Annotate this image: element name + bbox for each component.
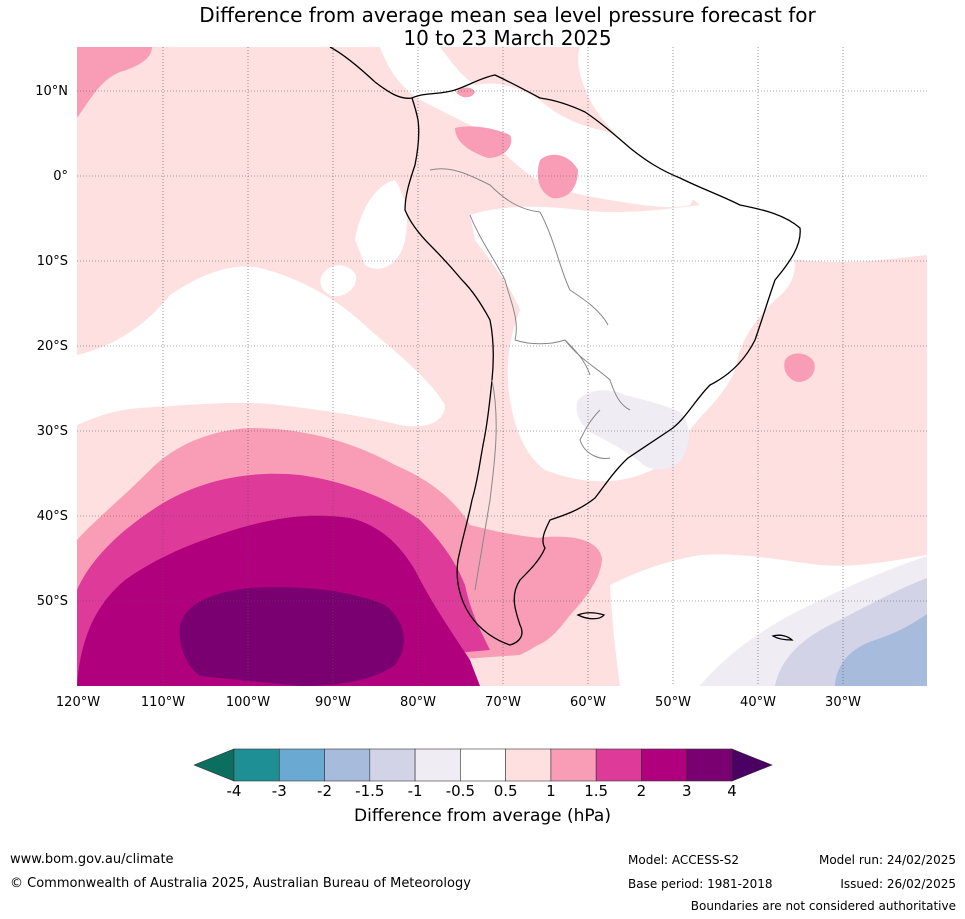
colorbar-tick-label: -1	[407, 782, 423, 800]
lon-label-60w: 60°W	[570, 695, 606, 710]
longitude-labels: 120°W 110°W 100°W 90°W 80°W 70°W 60°W 50…	[56, 695, 861, 710]
positive-anomaly-venezuela	[456, 87, 475, 98]
footer-model: Model: ACCESS-S2	[628, 853, 740, 867]
colorbar-tick-label: 2	[636, 782, 647, 800]
negative-anomaly-uruguay	[576, 390, 689, 470]
neutral-pacific-region	[77, 266, 445, 427]
lat-label-10n: 10°N	[35, 84, 68, 99]
footer-copyright: © Commonwealth of Australia 2025, Austra…	[10, 876, 471, 891]
neutral-atlantic-north	[578, 47, 927, 262]
negative-anomaly-southeast-strong	[835, 614, 927, 686]
positive-anomaly-patagonia	[480, 536, 602, 648]
falklands-coastline	[576, 612, 606, 620]
colorbar-segment	[595, 748, 642, 782]
colorbar-tick-label: 4	[727, 782, 737, 800]
colorbar-segment	[369, 748, 416, 782]
positive-anomaly-amazon	[537, 154, 578, 199]
colorbar-high-extend	[731, 748, 773, 782]
positive-anomaly-south-pacific-4	[179, 587, 404, 686]
colorbar-low-extend	[193, 748, 235, 782]
colorbar-tick-label: -2	[317, 782, 333, 800]
map-panel: 10°N 0° 10°S 20°S 30°S 40°S 50°S 120°W 1…	[35, 47, 927, 710]
colorbar-tick-label: 0.5	[493, 782, 518, 800]
lon-label-40w: 40°W	[740, 695, 776, 710]
country-borders	[429, 168, 631, 591]
title-line-1: Difference from average mean sea level p…	[199, 3, 816, 27]
graticule	[77, 47, 927, 686]
colorbar-segment	[233, 748, 280, 782]
colorbar	[193, 748, 773, 782]
south-america-coastline	[404, 74, 801, 646]
positive-anomaly-atlantic-spot	[784, 353, 815, 382]
colorbar-segment	[460, 748, 506, 782]
colorbar-segment	[414, 748, 461, 782]
neutral-caribbean-region	[380, 47, 694, 208]
colorbar-tick-label: 3	[681, 782, 692, 800]
latitude-labels: 10°N 0° 10°S 20°S 30°S 40°S 50°S	[35, 84, 68, 609]
lon-label-30w: 30°W	[825, 695, 861, 710]
map-title: Difference from average mean sea level p…	[0, 4, 965, 50]
positive-anomaly-colombia	[455, 126, 512, 158]
lat-label-20s: 20°S	[37, 339, 68, 354]
central-america-coastline	[329, 47, 413, 99]
neutral-pacific-small	[320, 265, 357, 297]
colorbar-segment	[550, 748, 597, 782]
lon-label-90w: 90°W	[315, 695, 351, 710]
colorbar-segment	[641, 748, 688, 782]
lon-label-80w: 80°W	[400, 695, 436, 710]
colorbar-tick-label: -0.5	[445, 782, 475, 800]
colorbar-label: Difference from average (hPa)	[354, 806, 611, 826]
title-line-2: 10 to 23 March 2025	[403, 26, 612, 50]
colorbar-segment	[278, 748, 325, 782]
lat-label-30s: 30°S	[37, 424, 68, 439]
positive-anomaly-northwest	[77, 47, 152, 118]
colorbar-segments	[233, 748, 733, 782]
neutral-interior-southwest	[520, 328, 567, 369]
neutral-pacific-patch	[355, 180, 407, 269]
footer-issued: Issued: 26/02/2025	[840, 877, 956, 891]
colorbar-tick-label: -4	[226, 782, 242, 800]
coastlines	[329, 47, 801, 646]
colorbar-segment	[505, 748, 552, 782]
lat-label-0: 0°	[53, 169, 68, 184]
footer-base-period: Base period: 1981-2018	[628, 877, 773, 891]
footer-model-run: Model run: 24/02/2025	[818, 853, 956, 867]
lon-label-120w: 120°W	[56, 695, 100, 710]
lat-label-40s: 40°S	[37, 509, 68, 524]
colorbar-tick-label: -3	[271, 782, 287, 800]
lat-label-10s: 10°S	[37, 254, 68, 269]
south-georgia-coastline	[771, 634, 794, 641]
lat-label-50s: 50°S	[37, 594, 68, 609]
pressure-anomaly-map: 10°N 0° 10°S 20°S 30°S 40°S 50°S 120°W 1…	[35, 47, 927, 710]
lon-label-50w: 50°W	[655, 695, 691, 710]
footer-disclaimer: Boundaries are not considered authoritat…	[690, 899, 956, 913]
colorbar-tick-label: -1.5	[355, 782, 385, 800]
colorbar-segment	[686, 748, 733, 782]
lon-label-100w: 100°W	[226, 695, 270, 710]
colorbar-tick-label: 1	[546, 782, 556, 800]
colorbar-tick-label: 1.5	[584, 782, 609, 800]
neutral-brazil-interior	[470, 205, 795, 482]
lon-label-110w: 110°W	[141, 695, 185, 710]
footer-website: www.bom.gov.au/climate	[10, 852, 174, 867]
lon-label-70w: 70°W	[485, 695, 521, 710]
colorbar-segment	[324, 748, 371, 782]
